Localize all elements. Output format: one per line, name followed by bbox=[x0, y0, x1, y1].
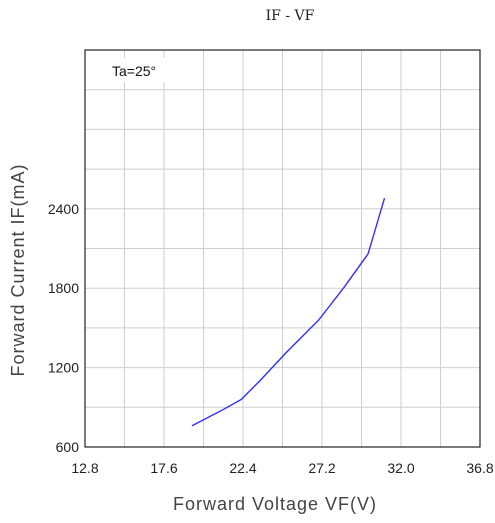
y-axis-label: Forward Current IF(mA) bbox=[8, 163, 28, 376]
series-line bbox=[191, 198, 386, 427]
plot-frame bbox=[84, 49, 481, 448]
chart-title: IF - VF bbox=[266, 8, 315, 24]
x-tick-label: 27.2 bbox=[308, 460, 335, 476]
y-tick-label: 600 bbox=[56, 439, 80, 455]
grid bbox=[85, 50, 480, 447]
annotation-box bbox=[100, 58, 182, 82]
x-tick-label: 12.8 bbox=[71, 460, 98, 476]
y-tick-label: 1800 bbox=[48, 280, 79, 296]
y-tick-label: 2400 bbox=[48, 201, 79, 217]
x-tick-label: 32.0 bbox=[387, 460, 414, 476]
x-tick-label: 36.8 bbox=[466, 460, 493, 476]
series-layer bbox=[191, 198, 386, 427]
x-tick-label: 22.4 bbox=[229, 460, 256, 476]
annotation-label: Ta=25° bbox=[112, 63, 156, 79]
x-tick-label: 17.6 bbox=[150, 460, 177, 476]
y-tick-label: 1200 bbox=[48, 360, 79, 376]
x-tick-labels: 12.8 17.6 22.4 27.2 32.0 36.8 bbox=[71, 460, 493, 476]
y-tick-labels: 600 1200 1800 2400 bbox=[48, 201, 79, 455]
x-axis-label: Forward Voltage VF(V) bbox=[173, 494, 377, 514]
